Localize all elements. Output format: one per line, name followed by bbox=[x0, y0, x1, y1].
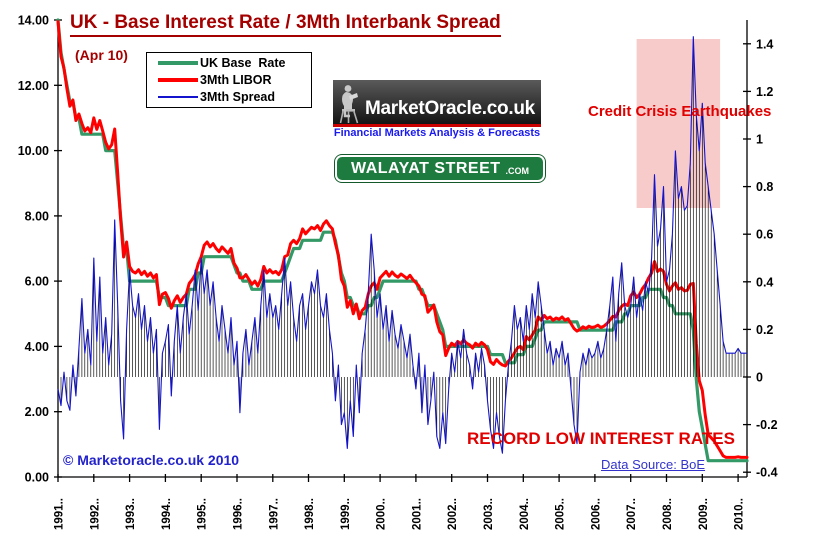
left-tick-label: 0.00 bbox=[25, 471, 49, 485]
x-tick-label: 2007.. bbox=[626, 498, 638, 530]
left-tick-label: 2.00 bbox=[25, 405, 49, 419]
marketoracle-logo: MarketOracle.co.uk Financial Markets Ana… bbox=[333, 80, 541, 140]
legend-item-base-rate: UK Base Rate bbox=[147, 56, 311, 71]
marketoracle-logo-text: MarketOracle.co.uk bbox=[365, 98, 535, 119]
right-tick-label: 0.8 bbox=[756, 180, 773, 194]
left-tick-label: 14.00 bbox=[18, 14, 49, 28]
x-tick-label: 1999.. bbox=[340, 498, 352, 530]
libor-line-swatch bbox=[158, 78, 198, 82]
x-tick-label: 2003.. bbox=[483, 498, 495, 530]
x-tick-label: 2008.. bbox=[662, 498, 674, 530]
x-tick-label: 1996.. bbox=[233, 498, 245, 530]
left-tick-label: 8.00 bbox=[25, 209, 49, 223]
right-tick-label: 1.2 bbox=[756, 85, 773, 99]
axes bbox=[57, 20, 748, 478]
date-note: (Apr 10) bbox=[75, 47, 128, 63]
data-source-text: Data Source: BoE bbox=[601, 457, 706, 472]
legend-box: UK Base Rate 3Mth LIBOR 3Mth Spread bbox=[146, 52, 312, 108]
x-tick-label: 1997.. bbox=[268, 498, 280, 530]
marketoracle-tagline: Financial Markets Analysis & Forecasts bbox=[333, 127, 541, 140]
right-tick-label: 0.2 bbox=[756, 323, 773, 337]
copyright-text: © Marketoracle.co.uk 2010 bbox=[63, 452, 240, 468]
spread-line bbox=[57, 36, 747, 454]
right-tick-label: 0.6 bbox=[756, 228, 773, 242]
base-rate-line-swatch bbox=[158, 61, 198, 65]
record-low-annotation: RECORD LOW INTEREST RATES bbox=[467, 429, 735, 448]
crisis-highlight-region bbox=[636, 39, 721, 208]
credit-crisis-annotation: Credit Crisis Earthquakes bbox=[588, 103, 772, 120]
walayat-street-sign: WALAYAT STREET .COM bbox=[335, 155, 545, 182]
walayat-street-sign-text: WALAYAT STREET bbox=[350, 159, 501, 177]
left-tick-label: 10.00 bbox=[18, 144, 49, 158]
marketoracle-logo-bar: MarketOracle.co.uk bbox=[333, 80, 541, 124]
x-tick-label: 1994.. bbox=[161, 498, 173, 530]
spread-drop-lines bbox=[57, 36, 748, 454]
x-tick-label: 1995.. bbox=[197, 498, 209, 530]
x-tick-label: 2005.. bbox=[555, 498, 567, 530]
left-axis-ticks: 14.00 12.00 10.00 8.00 6.00 4.00 2.00 0.00 bbox=[18, 14, 62, 485]
right-tick-label: -0.4 bbox=[756, 466, 778, 480]
x-tick-label: 2006.. bbox=[590, 498, 602, 530]
legend-label: 3Mth LIBOR bbox=[200, 73, 272, 87]
left-tick-label: 6.00 bbox=[25, 275, 49, 289]
page-title: UK - Base Interest Rate / 3Mth Interbank… bbox=[70, 12, 501, 37]
left-tick-label: 12.00 bbox=[18, 79, 49, 93]
x-tick-label: 2009.. bbox=[698, 498, 710, 530]
x-tick-label: 2010.. bbox=[734, 498, 746, 530]
right-tick-label: 1 bbox=[756, 133, 763, 147]
x-tick-label: 1992.. bbox=[89, 498, 101, 530]
x-tick-label: 1993.. bbox=[125, 498, 137, 530]
marketoracle-logo-accent bbox=[333, 124, 541, 127]
x-tick-label: 1991.. bbox=[54, 498, 66, 530]
x-tick-label: 2004.. bbox=[519, 498, 531, 530]
legend-item-spread: 3Mth Spread bbox=[147, 90, 311, 105]
left-tick-label: 4.00 bbox=[25, 340, 49, 354]
x-tick-label: 2002.. bbox=[447, 498, 459, 530]
walayat-street-sign-suffix: .COM bbox=[505, 165, 530, 176]
legend-item-libor: 3Mth LIBOR bbox=[147, 73, 311, 88]
right-tick-label: 0.4 bbox=[756, 275, 773, 289]
x-tick-label: 2001.. bbox=[411, 498, 423, 530]
right-tick-label: 1.4 bbox=[756, 37, 773, 51]
x-tick-label: 1998.. bbox=[304, 498, 316, 530]
legend-label: UK Base Rate bbox=[200, 56, 286, 70]
right-axis-ticks: 1.4 1.2 1 0.8 0.6 0.4 0.2 0 -0.2 -0.4 bbox=[743, 37, 778, 480]
x-axis-ticks: 1991.. 1992.. 1993.. 1994.. 1995.. 1996.. 1997… bbox=[54, 474, 746, 530]
right-tick-label: -0.2 bbox=[756, 418, 778, 432]
x-tick-label: 2000.. bbox=[376, 498, 388, 530]
seated-oracle-icon bbox=[339, 85, 359, 124]
right-tick-label: 0 bbox=[756, 371, 763, 385]
legend-label: 3Mth Spread bbox=[200, 90, 276, 104]
spread-line-swatch bbox=[158, 96, 198, 98]
